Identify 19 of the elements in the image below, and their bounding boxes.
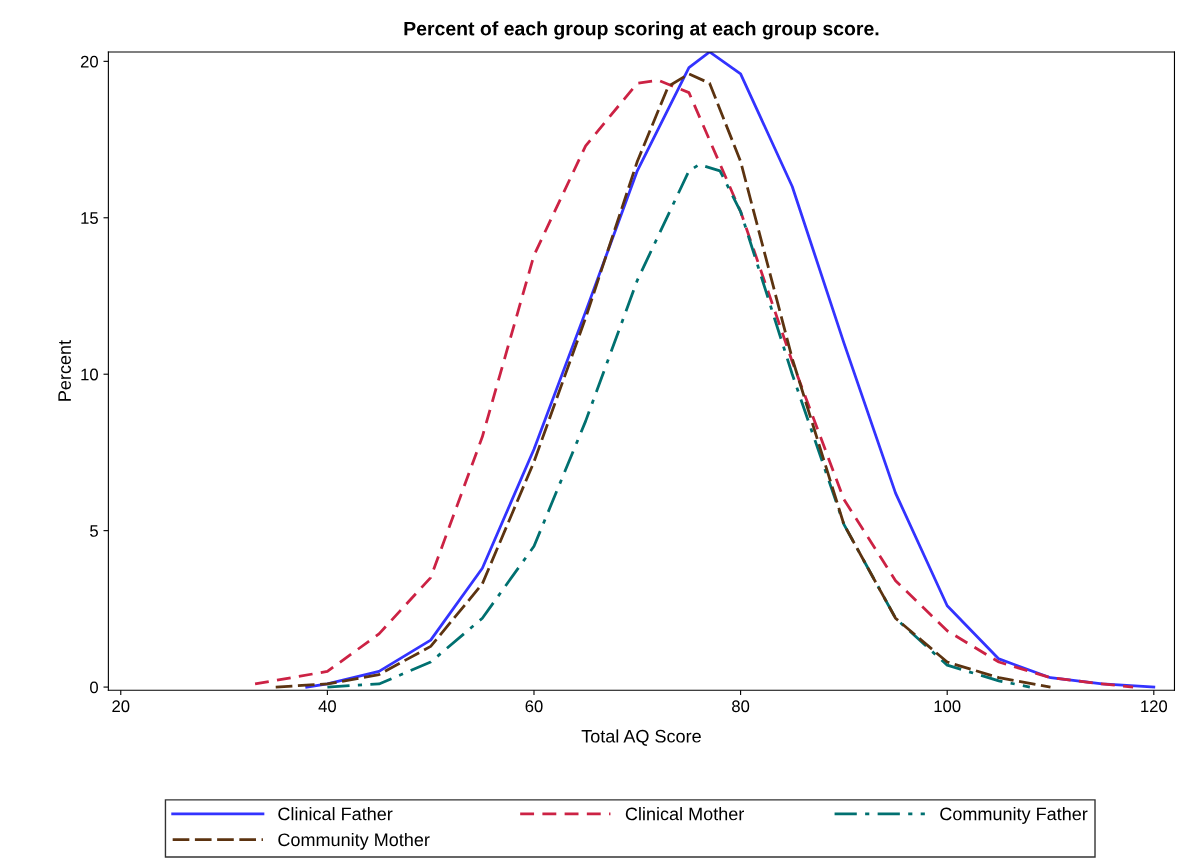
x-tick-label: 40	[318, 700, 336, 713]
y-tick-label: 15	[81, 212, 98, 224]
line-series	[325, 163, 1032, 689]
chart-title: Percent of each group scoring at each group score.	[404, 21, 879, 40]
x-axis-title: Total AQ Score	[581, 729, 701, 746]
x-tick-label: 80	[732, 700, 750, 713]
y-axis-title: Percent	[58, 340, 71, 401]
x-tick-label: 100	[934, 700, 961, 713]
y-tick-label: 5	[90, 525, 98, 537]
y-tick-label: 0	[90, 681, 98, 694]
y-tick-label: 20	[80, 55, 98, 68]
x-tick-label: 60	[525, 700, 543, 713]
y-tick-label: 10	[81, 368, 98, 381]
x-tick-label: 120	[1141, 700, 1168, 713]
legend-label: Community Father	[940, 807, 1088, 824]
legend-label: Clinical Mother	[625, 807, 744, 821]
legend-label: Clinical Father	[278, 807, 393, 821]
x-tick-label: 20	[112, 700, 130, 713]
legend-label: Community Mother	[278, 832, 430, 850]
